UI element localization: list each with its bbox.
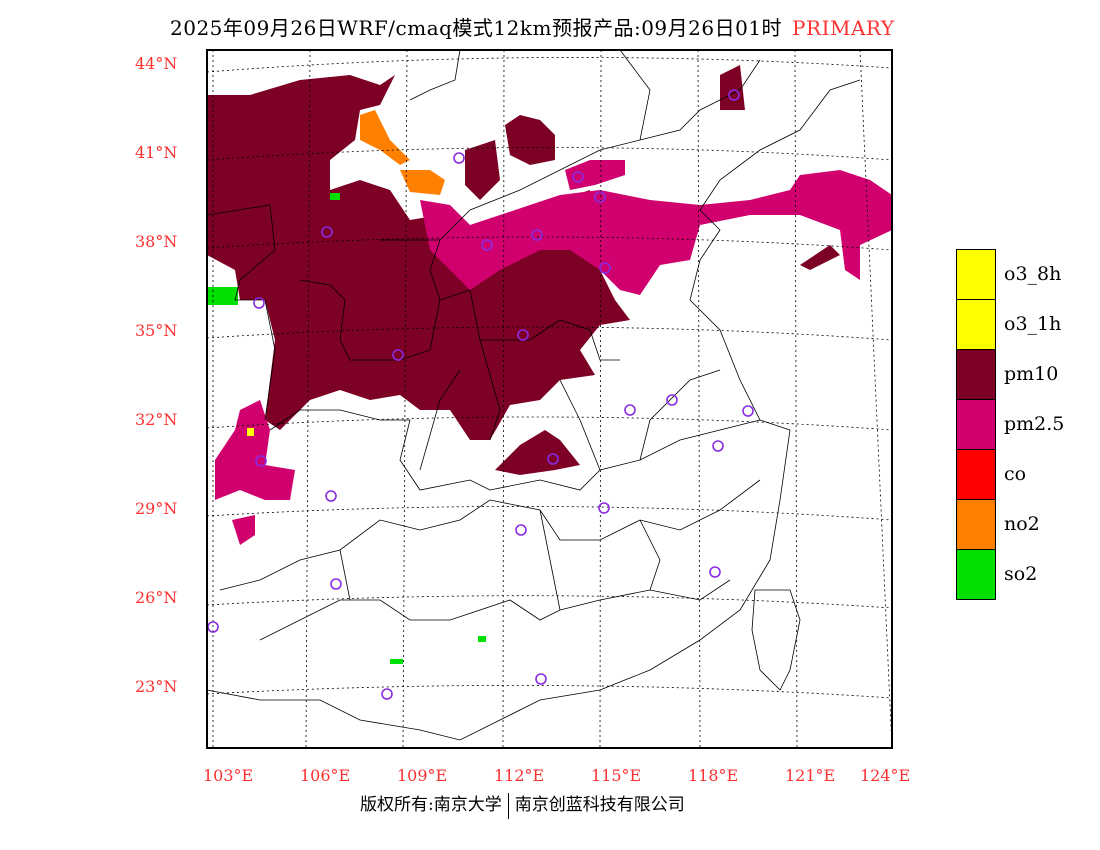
legend-label: no2 <box>1004 513 1040 535</box>
lat-label: 26°N <box>135 588 178 607</box>
legend-swatch <box>956 299 996 349</box>
so2-area-dot1 <box>330 193 340 200</box>
lon-label: 112°E <box>494 766 545 785</box>
city-marker <box>666 394 678 406</box>
city-marker <box>572 171 584 183</box>
city-marker <box>515 524 527 536</box>
legend-label: pm10 <box>1004 363 1059 385</box>
city-marker <box>728 89 740 101</box>
lon-label: 118°E <box>688 766 739 785</box>
pollutant-areas <box>207 65 892 664</box>
city-marker <box>321 226 333 238</box>
city-marker <box>255 455 267 467</box>
pm10-area-liaoning <box>720 65 745 110</box>
legend-swatch <box>956 449 996 499</box>
city-marker <box>599 262 611 274</box>
copyright-text: 版权所有:南京大学 <box>360 795 502 815</box>
graticule <box>206 49 893 749</box>
legend: o3_8h o3_1h pm10 pm2.5 co no2 so2 <box>956 249 1064 600</box>
lat-label: 41°N <box>135 143 178 162</box>
pm25-area-beijing <box>565 160 625 190</box>
lon-label: 109°E <box>397 766 448 785</box>
o3-area-dot <box>247 428 254 436</box>
city-markers <box>207 89 754 700</box>
no2-area-inner-mongolia <box>360 110 410 165</box>
legend-item: o3_1h <box>956 299 1064 349</box>
pm10-area-hubei <box>495 430 580 475</box>
pm25-area-sw <box>232 515 255 545</box>
so2-area-west <box>207 287 238 305</box>
city-marker <box>547 453 559 465</box>
lat-label: 38°N <box>135 232 178 251</box>
legend-label: so2 <box>1004 563 1038 585</box>
city-marker <box>517 329 529 341</box>
company-text: 南京创蓝科技有限公司 <box>514 795 685 815</box>
lon-label: 115°E <box>591 766 642 785</box>
lon-label: 106°E <box>300 766 351 785</box>
legend-label: o3_8h <box>1004 263 1062 285</box>
lon-label: 124°E <box>860 766 911 785</box>
map-title: 2025年09月26日WRF/cmaq模式12km预报产品:09月26日01时 P… <box>170 12 895 41</box>
lon-label: 121°E <box>785 766 836 785</box>
legend-item: so2 <box>956 548 1064 600</box>
pm10-area-hebei <box>505 115 555 165</box>
lat-label: 32°N <box>135 410 178 429</box>
city-marker <box>253 297 265 309</box>
footer-divider <box>507 792 509 819</box>
lat-label: 23°N <box>135 677 178 696</box>
city-marker <box>598 502 610 514</box>
legend-swatch <box>956 548 996 600</box>
province-borders <box>206 49 861 741</box>
legend-item: no2 <box>956 499 1064 549</box>
city-marker <box>594 191 606 203</box>
city-marker <box>709 566 721 578</box>
legend-label: co <box>1004 463 1027 485</box>
pm10-area-bohai <box>800 245 840 270</box>
city-marker <box>392 349 404 361</box>
legend-label: o3_1h <box>1004 313 1062 335</box>
legend-item: o3_8h <box>956 249 1064 299</box>
city-marker <box>624 404 636 416</box>
city-marker <box>712 440 724 452</box>
city-marker <box>325 490 337 502</box>
lon-label: 103°E <box>203 766 254 785</box>
legend-item: pm2.5 <box>956 399 1064 449</box>
city-marker <box>481 239 493 251</box>
footer: 版权所有:南京大学 南京创蓝科技有限公司 <box>360 790 685 819</box>
lat-label: 44°N <box>135 54 178 73</box>
legend-swatch <box>956 499 996 549</box>
legend-label: pm2.5 <box>1004 413 1065 435</box>
map-frame <box>206 49 893 749</box>
title-text: 2025年09月26日WRF/cmaq模式12km预报产品:09月26日01时 <box>170 16 783 40</box>
city-marker <box>742 405 754 417</box>
legend-swatch <box>956 349 996 399</box>
so2-area-dot2 <box>478 636 486 642</box>
legend-swatch <box>956 249 996 299</box>
city-marker <box>330 578 342 590</box>
lat-label: 35°N <box>135 321 178 340</box>
city-marker <box>535 673 547 685</box>
so2-area-dot3 <box>390 659 403 664</box>
pm25-area-sichuan <box>215 400 295 500</box>
legend-item: pm10 <box>956 349 1064 399</box>
no2-area-hohhot <box>400 170 445 195</box>
legend-item: co <box>956 449 1064 499</box>
pm10-area-north <box>207 75 630 440</box>
city-marker <box>381 688 393 700</box>
city-marker <box>531 229 543 241</box>
city-marker <box>453 152 465 164</box>
lat-label: 29°N <box>135 499 178 518</box>
pm25-area-north-china <box>420 170 892 295</box>
pm10-area-shanxi-north <box>465 140 500 200</box>
legend-swatch <box>956 399 996 449</box>
title-tag: PRIMARY <box>792 16 895 40</box>
